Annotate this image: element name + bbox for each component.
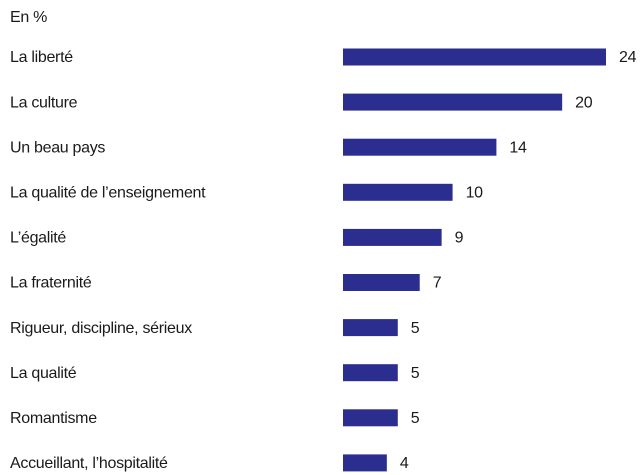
bar [343,228,442,246]
value-label: 5 [411,320,420,337]
bar [343,319,398,337]
value-label: 9 [455,230,464,247]
value-label: 7 [433,275,442,292]
bar [343,274,420,291]
value-label: 24 [619,49,637,66]
value-label: 5 [411,365,420,382]
bar [343,93,563,111]
category-label: La liberté [10,49,73,66]
value-label: 20 [575,94,593,111]
category-label: L’égalité [10,230,66,247]
bar [343,138,497,156]
bar [343,364,398,382]
value-label: 14 [509,139,527,156]
category-label: La culture [10,94,78,111]
category-label: La qualité [10,365,77,382]
value-label: 4 [400,455,409,472]
category-label: Romantisme [10,410,97,427]
chart-subtitle: En % [10,9,47,26]
bar [343,409,398,427]
value-label: 10 [466,185,484,202]
category-label: Un beau pays [10,139,105,156]
category-label: La qualité de l’enseignement [10,185,206,202]
bar [343,454,387,472]
bar [343,48,606,66]
category-label: Rigueur, discipline, sérieux [10,320,192,337]
category-label: Accueillant, l’hospitalité [10,455,168,472]
value-label: 5 [411,410,420,427]
bar [343,183,453,201]
category-label: La fraternité [10,275,92,292]
